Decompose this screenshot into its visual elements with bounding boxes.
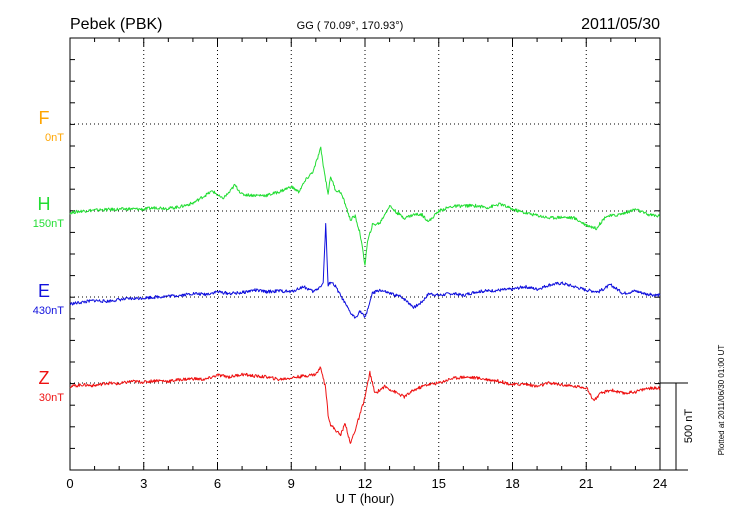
station-title: Pebek (PBK) [70, 16, 162, 33]
component-label-z: Z [39, 368, 50, 388]
x-tick-label-24: 24 [653, 476, 667, 491]
component-label-f: F [39, 108, 50, 128]
component-label-e: E [38, 281, 50, 301]
x-tick-labels: 0 3 6 9 12 15 18 21 24 [66, 476, 667, 491]
baseline-label-f: 0nT [45, 132, 64, 144]
x-tick-label-9: 9 [288, 476, 295, 491]
baseline-label-z: 30nT [39, 392, 64, 404]
baseline-label-e: 430nT [33, 305, 64, 317]
x-tick-label-6: 6 [214, 476, 221, 491]
x-tick-label-3: 3 [140, 476, 147, 491]
plotted-timestamp: Plotted at 2011/06/30 01:00 UT [717, 345, 726, 456]
date-label: 2011/05/30 [581, 16, 660, 33]
x-tick-label-18: 18 [505, 476, 519, 491]
coordinates-label: GG ( 70.09°, 170.93°) [297, 20, 404, 32]
series-line-h [69, 146, 661, 266]
axis-ticks [69, 38, 661, 470]
series-layer [69, 146, 661, 444]
grid [70, 38, 660, 470]
x-tick-label-0: 0 [66, 476, 73, 491]
x-tick-label-21: 21 [579, 476, 593, 491]
x-tick-label-12: 12 [358, 476, 372, 491]
series-line-z [69, 366, 661, 444]
x-axis-label: U T (hour) [336, 491, 395, 506]
scale-bar-label: 500 nT [683, 409, 695, 444]
x-tick-label-15: 15 [432, 476, 446, 491]
component-label-h: H [38, 194, 51, 214]
series-line-e [69, 223, 661, 319]
baseline-label-h: 150nT [33, 218, 64, 230]
